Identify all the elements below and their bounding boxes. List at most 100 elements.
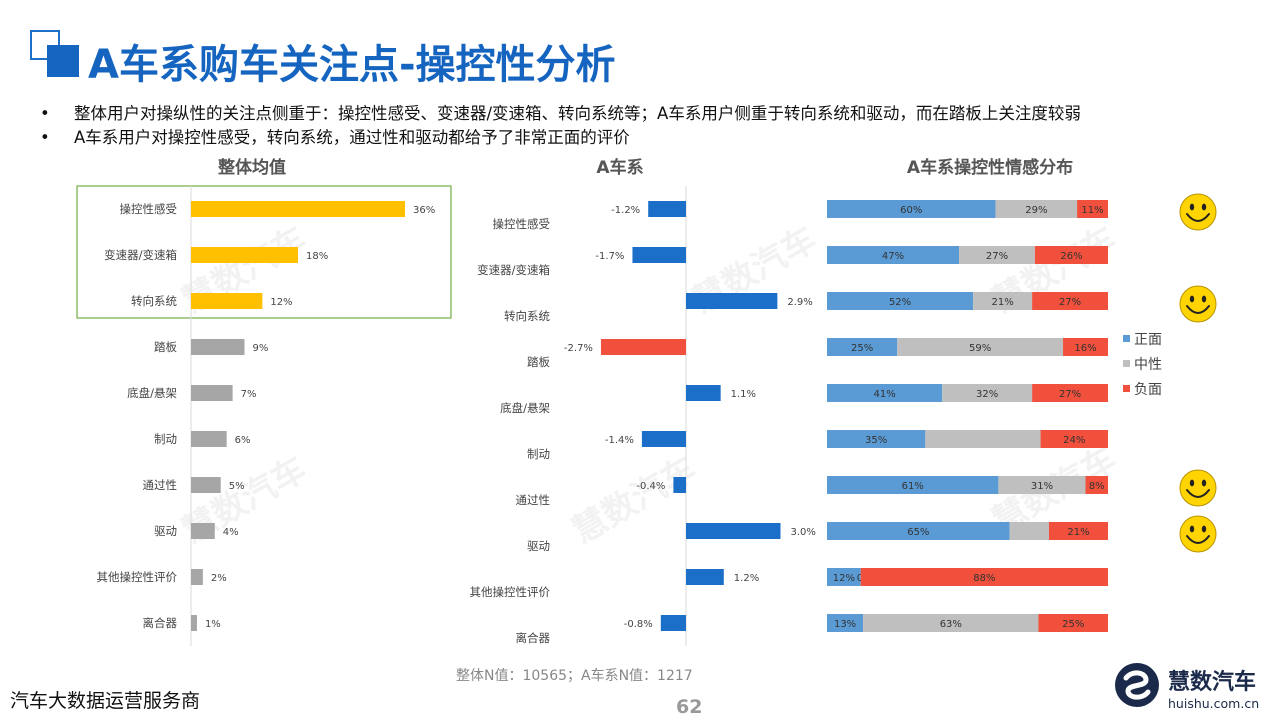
- smiley-eye: [1189, 295, 1195, 303]
- smiley-eye: [1201, 479, 1207, 487]
- bar-segment: [1040, 430, 1108, 448]
- data-label: 2.9%: [787, 297, 812, 308]
- bar: [191, 385, 233, 401]
- data-label: 1.1%: [731, 389, 756, 400]
- legend-swatch: [1123, 360, 1130, 367]
- bar: [686, 385, 721, 401]
- bar: [191, 247, 298, 263]
- bar-segment: [1034, 246, 1108, 264]
- bar: [600, 339, 686, 355]
- overall-chart-title: 整体均值: [218, 158, 286, 178]
- bar-segment: [827, 568, 861, 586]
- bullet-list: • 整体用户对操纵性的关注点侧重于：操控性感受、变速器/变速箱、转向系统等；A车系…: [40, 102, 1270, 150]
- smiley-icon: [1179, 285, 1217, 323]
- highlight-box: [76, 185, 452, 319]
- bar-segment: [827, 200, 996, 218]
- category-label: 其他操控性评价: [97, 570, 178, 584]
- legend-label: 负面: [1134, 382, 1162, 398]
- smiley-eye: [1201, 203, 1207, 211]
- bullet-text: A车系用户对操控性感受，转向系统，通过性和驱动都给予了非常正面的评价: [74, 128, 630, 147]
- bar: [191, 339, 245, 355]
- watermark-text: 慧数汽车: [566, 449, 704, 552]
- data-label: 27%: [1059, 297, 1081, 308]
- data-label: 31%: [1031, 481, 1053, 492]
- series-a-chart-title: A车系: [596, 158, 644, 178]
- bar: [641, 431, 686, 447]
- smiley-eye: [1189, 203, 1195, 211]
- category-label: 转向系统: [131, 294, 177, 308]
- bullet-dot: •: [40, 128, 50, 147]
- category-label: 操控性感受: [493, 217, 551, 231]
- category-label: 通过性: [516, 493, 551, 507]
- bar: [191, 615, 197, 631]
- category-label: 变速器/变速箱: [477, 263, 550, 277]
- bar: [191, 201, 405, 217]
- data-label: 24%: [1063, 435, 1085, 446]
- data-label: 29%: [1025, 205, 1047, 216]
- data-label: -2.7%: [564, 343, 593, 354]
- data-label: 16%: [1074, 343, 1096, 354]
- huishu-logo-icon: [1115, 663, 1159, 707]
- category-label: 驱动: [527, 539, 550, 553]
- brand-name: 慧数汽车: [1168, 670, 1257, 695]
- smiley-mouth: [1186, 305, 1210, 314]
- bar-segment: [959, 246, 1035, 264]
- data-label: 12%: [833, 573, 855, 584]
- sentiment-chart-title: A车系操控性情感分布: [906, 158, 1074, 178]
- bar-segment: [827, 522, 1010, 540]
- data-label: 6%: [235, 435, 251, 446]
- data-label: 47%: [882, 251, 904, 262]
- data-label: 3.0%: [791, 527, 816, 538]
- data-label: 65%: [907, 527, 929, 538]
- smiley-eye: [1189, 525, 1195, 533]
- smiley-eye: [1189, 479, 1195, 487]
- category-label: 转向系统: [504, 309, 550, 323]
- bar: [648, 201, 686, 217]
- category-label: 制动: [154, 432, 177, 446]
- bar: [686, 523, 781, 539]
- bullet-text: 整体用户对操纵性的关注点侧重于：操控性感受、变速器/变速箱、转向系统等；A车系用…: [74, 104, 1081, 123]
- bar-segment: [827, 430, 926, 448]
- data-label: 13%: [834, 619, 856, 630]
- bar-segment: [1077, 200, 1108, 218]
- bar-segment: [827, 338, 898, 356]
- data-label: 4%: [223, 527, 239, 538]
- brand-url: huishu.com.cn: [1168, 696, 1260, 711]
- bar-segment: [942, 384, 1033, 402]
- data-label: 1%: [205, 619, 221, 630]
- data-label: 9%: [253, 343, 269, 354]
- data-label: -1.2%: [611, 205, 640, 216]
- bar-segment: [995, 200, 1078, 218]
- bar: [673, 477, 686, 493]
- smiley-icon: [1179, 515, 1217, 553]
- legend-label: 正面: [1134, 332, 1162, 348]
- bar-segment: [827, 614, 864, 632]
- data-label: 21%: [1067, 527, 1089, 538]
- category-label: 离合器: [516, 631, 551, 645]
- category-label: 底盘/悬架: [127, 386, 177, 400]
- category-label: 踏板: [527, 355, 550, 369]
- bar-segment: [1032, 384, 1108, 402]
- data-label: 21%: [992, 297, 1014, 308]
- bar: [191, 477, 221, 493]
- category-label: 通过性: [143, 478, 178, 492]
- footer-tagline: 汽车大数据运营服务商: [10, 690, 201, 712]
- smiley-mouth: [1186, 213, 1210, 222]
- data-label: -1.7%: [595, 251, 624, 262]
- smiley-mouth: [1186, 489, 1210, 498]
- data-label: -0.4%: [636, 481, 665, 492]
- data-label: -0.8%: [624, 619, 653, 630]
- page-title: A车系购车关注点-操控性分析: [88, 42, 616, 88]
- legend-label: 中性: [1134, 357, 1162, 373]
- category-label: 制动: [527, 447, 550, 461]
- category-label: 离合器: [143, 616, 178, 630]
- data-label: 1.2%: [734, 573, 759, 584]
- category-label: 驱动: [154, 524, 177, 538]
- bar-segment: [1009, 522, 1049, 540]
- smiley-eye: [1201, 295, 1207, 303]
- bar: [660, 615, 686, 631]
- data-label: 11%: [1081, 205, 1103, 216]
- data-label: 25%: [851, 343, 873, 354]
- bar-segment: [1048, 522, 1108, 540]
